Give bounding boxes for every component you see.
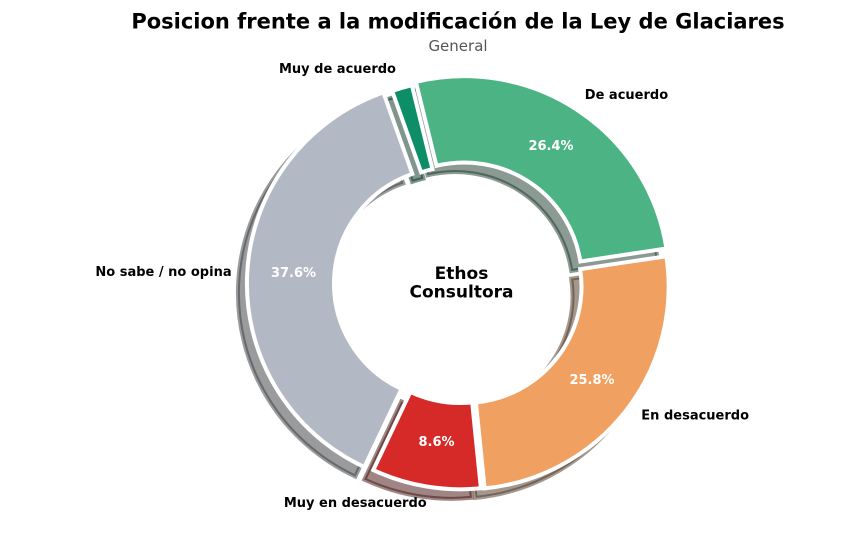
slice-label-muy-de-acuerdo: Muy de acuerdo [279, 62, 396, 77]
slice-label-de-acuerdo: De acuerdo [585, 88, 668, 103]
percent-label-de-acuerdo: 26.4% [528, 139, 573, 154]
percent-label-en-desacuerdo: 25.8% [569, 373, 614, 388]
percent-labels-layer: 26.4% 25.8% 8.6% 37.6% [271, 139, 615, 450]
slice-label-no-sabe-no-opina: No sabe / no opina [95, 265, 231, 280]
center-label-line-2: Consultora [410, 283, 514, 303]
pie-slice-muy-en-desacuerdo [370, 389, 484, 492]
pie-slice-no-sabe-no-opina [244, 89, 415, 470]
percent-label-muy-en-desacuerdo: 8.6% [418, 435, 454, 450]
slice-label-muy-en-desacuerdo: Muy en desacuerdo [284, 496, 427, 511]
slice-labels-layer: Muy de acuerdo De acuerdo En desacuerdo Muy… [95, 62, 749, 511]
pie-slice-de-acuerdo [413, 74, 669, 264]
pie-slice-en-desacuerdo [473, 253, 671, 491]
chart-subtitle: General [428, 37, 487, 55]
slices-layer [244, 74, 671, 492]
center-label-line-1: Ethos [435, 264, 489, 284]
percent-label-no-sabe-no-opina: 37.6% [271, 266, 316, 281]
pie-slice-muy-de-acuerdo [389, 82, 435, 175]
chart-title: Posicion frente a la modificación de la … [131, 10, 784, 34]
slice-label-en-desacuerdo: En desacuerdo [641, 409, 749, 424]
